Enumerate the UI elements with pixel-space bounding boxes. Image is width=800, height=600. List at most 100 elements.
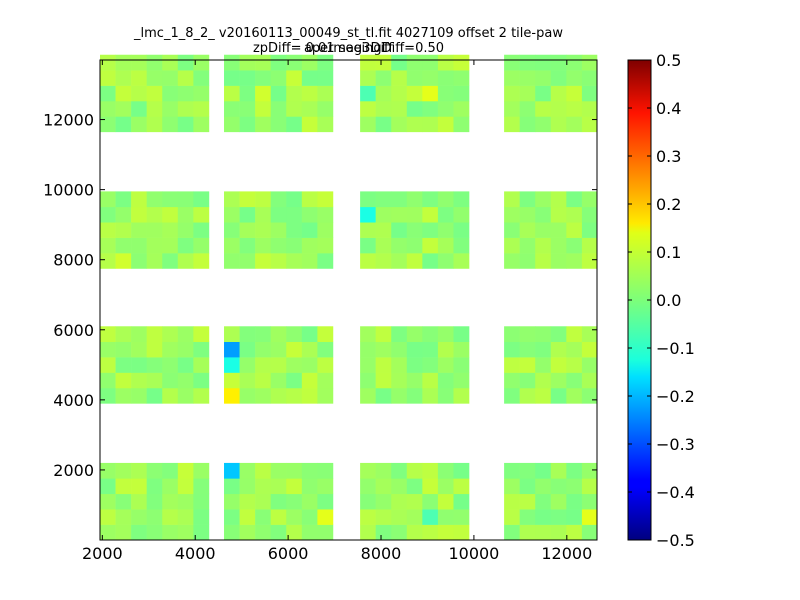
heatmap-cell xyxy=(360,493,376,510)
heatmap-cell xyxy=(566,100,583,117)
heatmap-cell xyxy=(286,100,303,117)
heatmap-cell xyxy=(317,100,334,117)
heatmap-cell xyxy=(566,191,583,208)
heatmap-cell xyxy=(422,191,439,208)
heatmap-cell xyxy=(550,462,567,479)
heatmap-cell xyxy=(255,70,271,86)
heatmap-cell xyxy=(239,206,256,223)
heatmap-cell xyxy=(453,222,470,238)
heatmap-cell xyxy=(453,387,470,404)
heatmap-cell xyxy=(317,372,334,389)
heatmap-cell xyxy=(437,100,454,117)
heatmap-cell xyxy=(391,524,408,541)
heatmap-cell xyxy=(406,478,423,495)
heatmap-cell xyxy=(301,70,318,86)
heatmap-cell xyxy=(437,116,454,133)
heatmap-cell xyxy=(391,493,408,510)
heatmap-cell xyxy=(286,54,303,71)
heatmap-cell xyxy=(566,222,583,238)
y-tick-label: 10000 xyxy=(43,181,94,200)
heatmap-cell xyxy=(224,191,240,208)
heatmap-cell xyxy=(162,206,179,223)
heatmap-cell xyxy=(519,462,536,479)
heatmap-cell xyxy=(504,341,520,358)
heatmap-cell xyxy=(391,387,408,404)
heatmap-cell xyxy=(535,191,552,208)
colorbar-ticks: 0.5 0.4 0.3 0.2 0.1 0.0 −0.1 −0.2 −0.3 −0.4 −0.5 xyxy=(628,51,695,550)
heatmap-cell xyxy=(317,253,334,269)
heatmap-cell xyxy=(115,462,132,479)
heatmap-cell xyxy=(100,100,116,117)
heatmap-cell xyxy=(100,54,116,71)
heatmap-cell xyxy=(146,237,163,254)
heatmap-cell xyxy=(360,237,376,254)
heatmap-cell xyxy=(406,326,423,342)
heatmap-cell xyxy=(504,372,520,389)
heatmap-cell xyxy=(391,116,408,133)
heatmap-cell xyxy=(391,509,408,525)
heatmap-cell xyxy=(406,237,423,254)
heatmap-cell xyxy=(177,253,194,269)
heatmap-cell xyxy=(162,70,179,86)
heatmap-cell xyxy=(177,70,194,86)
heatmap-cell xyxy=(286,478,303,495)
heatmap-cell xyxy=(437,85,454,102)
heatmap-cell xyxy=(453,70,470,86)
heatmap-cell xyxy=(504,191,520,208)
heatmap-cell xyxy=(131,206,147,223)
heatmap-cell xyxy=(391,191,408,208)
colorbar-tick-label: 0.5 xyxy=(656,51,681,70)
heatmap-cell xyxy=(286,387,303,404)
heatmap-cell xyxy=(162,372,179,389)
heatmap-cell xyxy=(535,70,552,86)
heatmap-cell xyxy=(581,524,598,541)
heatmap-cell xyxy=(566,70,583,86)
heatmap-cell xyxy=(286,357,303,373)
heatmap-cell xyxy=(360,341,376,358)
heatmap-cell xyxy=(391,462,408,479)
heatmap-cell xyxy=(519,222,536,238)
heatmap-cell xyxy=(535,493,552,510)
heatmap-cell xyxy=(550,116,567,133)
heatmap-cell xyxy=(177,85,194,102)
heatmap-cell xyxy=(535,85,552,102)
heatmap-cell xyxy=(437,493,454,510)
heatmap-cell xyxy=(422,387,439,404)
heatmap-cell xyxy=(146,509,163,525)
colorbar-tick-label: −0.4 xyxy=(656,483,695,502)
heatmap-cell xyxy=(146,70,163,86)
heatmap-cell xyxy=(131,222,147,238)
heatmap-cell xyxy=(146,206,163,223)
heatmap-cell xyxy=(162,326,179,342)
heatmap-cell xyxy=(375,70,392,86)
heatmap-cell xyxy=(162,85,179,102)
heatmap-cell xyxy=(317,478,334,495)
heatmap-cell xyxy=(193,237,210,254)
heatmap-cell xyxy=(406,357,423,373)
heatmap-cell xyxy=(422,341,439,358)
heatmap-cell xyxy=(422,85,439,102)
heatmap-cell xyxy=(317,237,334,254)
heatmap-cell xyxy=(566,326,583,342)
heatmap-cell xyxy=(360,54,376,71)
heatmap-cell xyxy=(581,462,598,479)
heatmap-cell xyxy=(406,206,423,223)
heatmap-cell xyxy=(100,206,116,223)
heatmap-cell xyxy=(550,206,567,223)
heatmap-cell xyxy=(255,387,271,404)
heatmap-cell xyxy=(100,478,116,495)
heatmap-cell xyxy=(177,222,194,238)
heatmap-cell xyxy=(270,54,287,71)
heatmap-cell xyxy=(437,462,454,479)
heatmap-cell xyxy=(239,478,256,495)
y-tick-label: 2000 xyxy=(53,461,94,480)
heatmap-cell xyxy=(177,509,194,525)
heatmap-cell xyxy=(224,85,240,102)
heatmap-cell xyxy=(255,54,271,71)
heatmap-cell xyxy=(437,326,454,342)
heatmap-cell xyxy=(115,100,132,117)
heatmap-cell xyxy=(535,462,552,479)
heatmap-cell xyxy=(566,387,583,404)
heatmap-cell xyxy=(193,357,210,373)
heatmap-cell xyxy=(177,387,194,404)
